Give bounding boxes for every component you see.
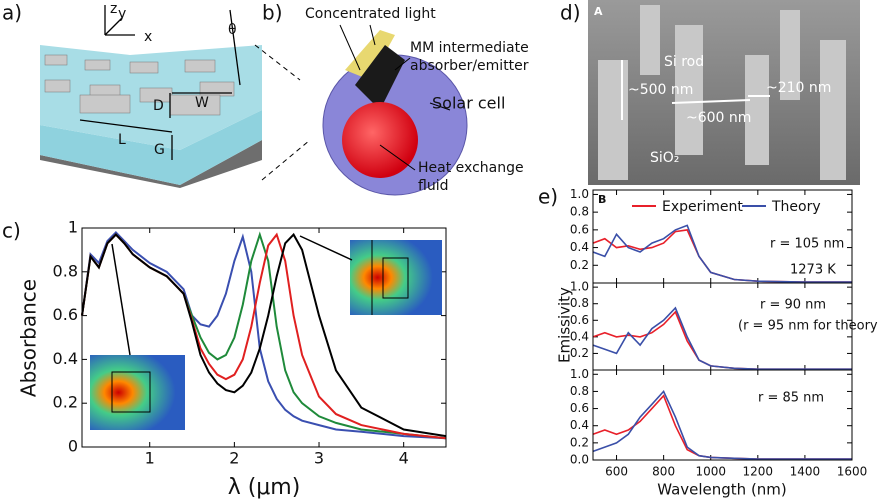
x-tick-label: 1 (145, 449, 155, 468)
x-axis-label: Wavelength (nm) (657, 481, 787, 499)
y-axis-label: Emissivity (556, 287, 574, 363)
y-tick-label: 0.8 (53, 261, 78, 280)
x-tick-label: 800 (652, 465, 675, 479)
panel-label: e) (538, 185, 558, 209)
annotation: r = 105 nm (770, 237, 844, 252)
angle-label: θ (228, 22, 237, 38)
x-axis-label: λ (μm) (228, 475, 301, 500)
y-tick-label: 0.6 (53, 305, 78, 324)
axis-letter: y (118, 6, 126, 22)
data-line (592, 224, 852, 283)
y-tick-label: 0.8 (570, 384, 589, 398)
y-tick-label: 0.2 (570, 258, 589, 272)
sem-label: Si rod (664, 54, 704, 70)
y-tick-label: 0.0 (570, 453, 589, 467)
data-line (81, 230, 447, 440)
data-line (81, 232, 447, 438)
y-tick-label: 1.0 (570, 367, 589, 381)
plot-frame (592, 369, 853, 461)
sem-label: ~600 nm (686, 110, 751, 126)
x-tick-label: 1600 (837, 465, 868, 479)
callout: Solar cell (432, 94, 505, 113)
x-tick-label: 1400 (790, 465, 821, 479)
panel-labels: a) b) c) d) e) (2, 1, 581, 243)
y-tick-label: 0.6 (570, 222, 589, 236)
dim-label: D (153, 98, 164, 114)
y-tick-label: 0.8 (570, 205, 589, 219)
annotation: B (598, 193, 606, 206)
panel-label: b) (262, 1, 283, 25)
dim-label: G (154, 142, 165, 158)
annotation: 1273 K (790, 263, 836, 278)
annotation: r = 90 nm (760, 298, 826, 313)
y-tick-label: 0.6 (570, 401, 589, 415)
data-line (592, 306, 852, 370)
sem-image: A Si rod ~500 nm ~210 nm ~600 nm SiO₂ (588, 0, 860, 185)
sem-label: ~210 nm (766, 80, 831, 96)
y-tick-label: 1.0 (570, 187, 589, 201)
plot-frame (81, 227, 447, 448)
dim-label: W (195, 95, 209, 111)
x-tick-label: 1200 (743, 465, 774, 479)
callout: fluid (418, 178, 448, 194)
y-tick-label: 0.4 (570, 329, 589, 343)
callout: MM intermediate (410, 40, 529, 56)
x-tick-label: 1000 (695, 465, 726, 479)
y-tick-label: 1.0 (570, 280, 589, 294)
y-tick-label: 0.6 (570, 313, 589, 327)
annotation: (r = 95 nm for theory) (738, 319, 878, 334)
x-tick-label: 3 (314, 449, 324, 468)
panel-label: c) (2, 219, 21, 243)
y-tick-label: 1 (68, 218, 78, 237)
callout: Concentrated light (305, 6, 436, 22)
axis-letter: z (110, 1, 117, 17)
y-tick-label: 0.4 (570, 418, 589, 432)
legend-label: Experiment (662, 199, 743, 215)
panel-label: a) (2, 1, 22, 25)
dim-label: L (118, 132, 126, 148)
schematic-b: Concentrated light MM intermediate absor… (305, 6, 529, 196)
x-tick-label: 2 (229, 449, 239, 468)
callout: absorber/emitter (410, 58, 529, 74)
axis-letter: x (144, 29, 152, 45)
y-tick-label: 0.4 (53, 349, 78, 368)
insets (90, 235, 442, 430)
y-tick-label: 0.8 (570, 296, 589, 310)
x-tick-label: 600 (605, 465, 628, 479)
y-tick-label: 0.4 (570, 240, 589, 254)
sem-label: ~500 nm (628, 82, 693, 98)
data-line (592, 389, 852, 460)
plots: 1 2 3 4 0 0.2 0.4 0.6 0.8 1 Absorbance λ (μm) 0.2 0.4… (17, 187, 878, 500)
annotation: r = 85 nm (758, 391, 824, 406)
y-tick-label: 0.2 (53, 393, 78, 412)
callout: Heat exchange (418, 160, 524, 176)
y-tick-label: 0.2 (570, 346, 589, 360)
y-tick-label: 0 (68, 437, 78, 456)
y-tick-label: 0.2 (570, 435, 589, 449)
sem-label: A (594, 5, 603, 18)
x-tick-label: 4 (399, 449, 409, 468)
panel-label: d) (560, 1, 581, 25)
schematic-a: z y x θ D W L G (40, 1, 311, 188)
sem-label: SiO₂ (650, 150, 679, 166)
y-axis-label: Absorbance (17, 279, 41, 397)
legend-label: Theory (771, 199, 821, 215)
